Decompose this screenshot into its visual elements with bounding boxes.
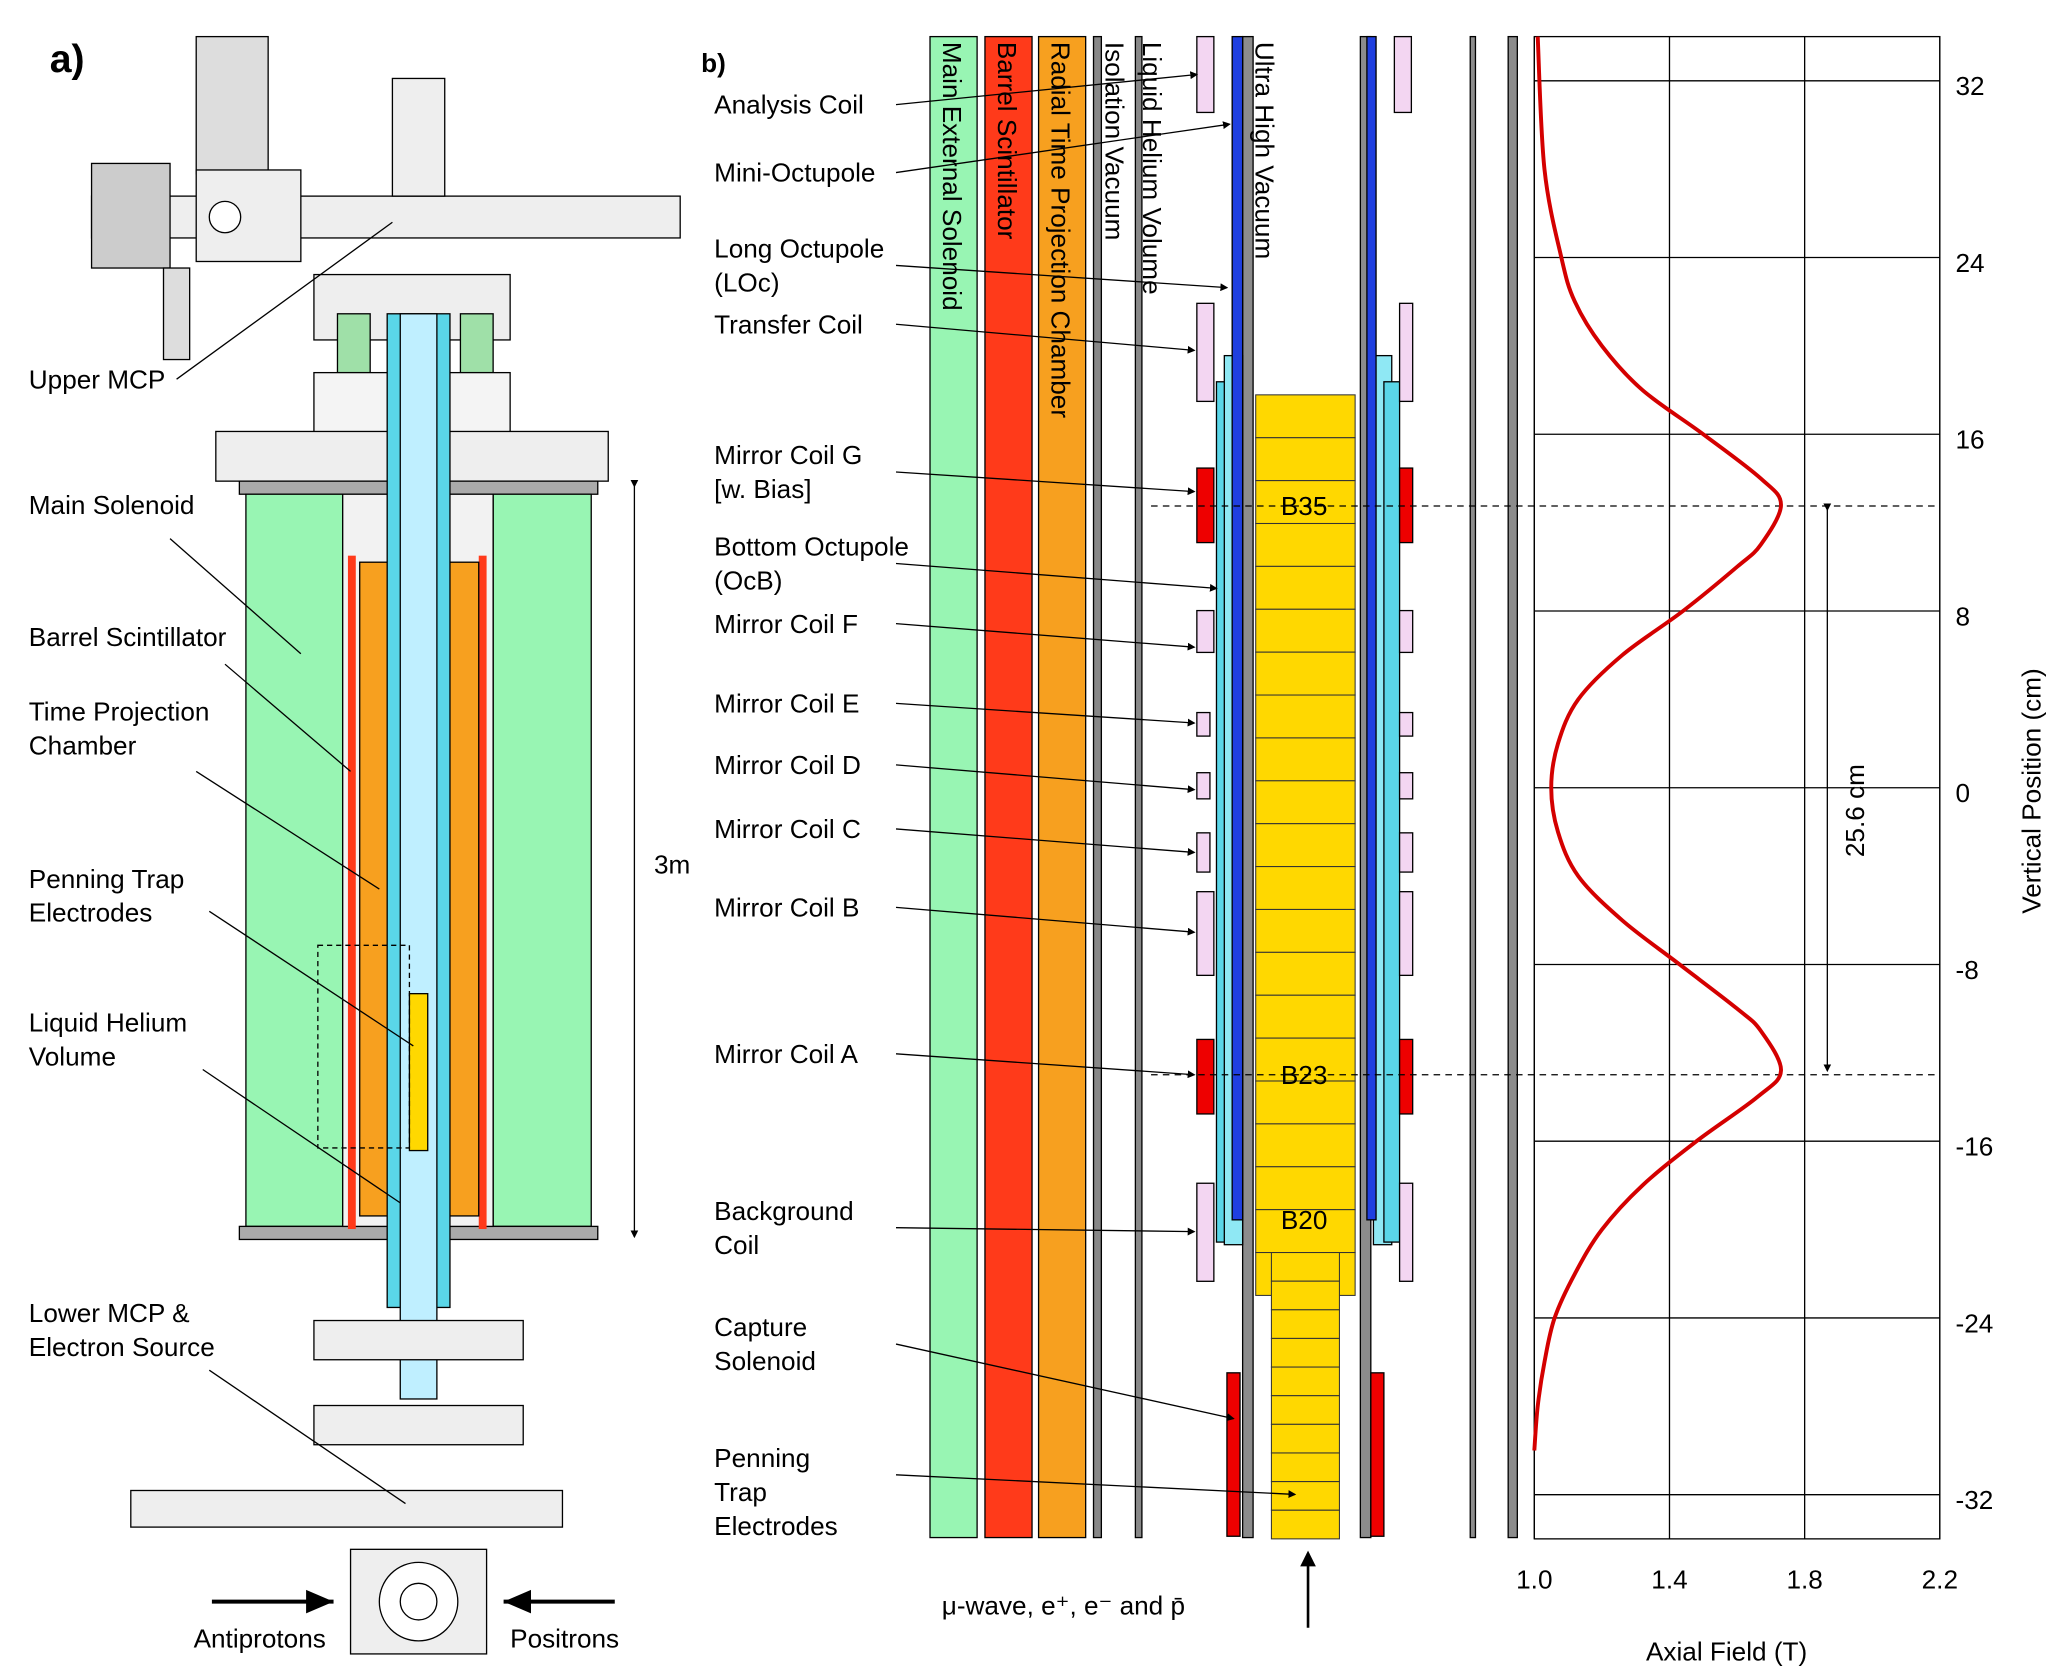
layer-label: Radial Time Projection Chamber	[1046, 42, 1076, 419]
electrode-label: B35	[1281, 491, 1328, 521]
coil-label: Analysis Coil	[714, 90, 864, 120]
x-axis-title: Axial Field (T)	[1646, 1636, 1807, 1666]
coil-label: Mini-Octupole	[714, 158, 875, 188]
callout-label: Barrel Scintillator	[29, 622, 227, 652]
y-tick-label: -32	[1956, 1485, 1994, 1515]
y-tick-label: -8	[1956, 955, 1979, 985]
coil-label: (OcB)	[714, 566, 782, 596]
electrode	[1256, 1124, 1355, 1167]
y-tick-label: -24	[1956, 1308, 1994, 1338]
panel-label: b)	[701, 48, 726, 78]
layer-label: Ultra High Vacuum	[1250, 42, 1280, 259]
electrode	[1271, 1338, 1339, 1367]
callout-label: Main Solenoid	[29, 490, 195, 520]
coil-label: [w. Bias]	[714, 474, 811, 504]
coil-label: Solenoid	[714, 1346, 816, 1376]
coil-label: Mirror Coil C	[714, 814, 861, 844]
callout-label: Upper MCP	[29, 364, 166, 394]
electrode	[1256, 609, 1355, 652]
figure: a) b) 3m Antiprotons Positrons μ-wave, e…	[0, 0, 2051, 1667]
distance-label: 25.6 cm	[1840, 764, 1870, 857]
electrode	[1271, 1367, 1339, 1396]
field-curve	[1534, 37, 1781, 1451]
electrode	[1271, 1453, 1339, 1482]
callout-label: Chamber	[29, 730, 137, 760]
electrode	[1271, 1310, 1339, 1339]
coil-label: Mirror Coil E	[714, 689, 859, 719]
electrode	[1271, 1253, 1339, 1282]
electrode	[1256, 1167, 1355, 1210]
callout-label: Electrodes	[29, 898, 153, 928]
x-tick-label: 1.8	[1786, 1565, 1822, 1595]
coil-label: Capture	[714, 1312, 807, 1342]
y-tick-label: 16	[1956, 425, 1985, 455]
electrode-label: B23	[1281, 1060, 1328, 1090]
electrode	[1271, 1510, 1339, 1539]
y-tick-label: 8	[1956, 601, 1971, 631]
y-axis-title: Vertical Position (cm)	[2017, 668, 2047, 913]
coil-label: (LOc)	[714, 268, 779, 298]
coil-label: Transfer Coil	[714, 309, 863, 339]
coil-label: Coil	[714, 1230, 759, 1260]
electrode	[1256, 738, 1355, 781]
electrode	[1271, 1424, 1339, 1453]
electrode	[1256, 395, 1355, 438]
x-tick-label: 2.2	[1922, 1565, 1958, 1595]
x-tick-label: 1.4	[1651, 1565, 1687, 1595]
electrode	[1256, 524, 1355, 567]
electrode	[1256, 824, 1355, 867]
beam-label: Antiprotons	[194, 1623, 326, 1653]
coil-label: Long Octupole	[714, 234, 884, 264]
electrode	[1256, 995, 1355, 1038]
electrode	[1256, 909, 1355, 952]
y-tick-label: 32	[1956, 71, 1985, 101]
panel-label: a)	[50, 37, 85, 81]
layer-label: Barrel Scintillator	[992, 42, 1022, 240]
coil-label: Trap	[714, 1477, 767, 1507]
electrode	[1271, 1396, 1339, 1425]
y-tick-label: -16	[1956, 1132, 1994, 1162]
coil-label: Bottom Octupole	[714, 532, 909, 562]
coil-label: Mirror Coil F	[714, 609, 858, 639]
coil-label: Mirror Coil B	[714, 893, 859, 923]
electrode	[1256, 867, 1355, 910]
apparatus-b	[930, 37, 1940, 1628]
beam-label: Positrons	[510, 1623, 619, 1653]
coil-label: Penning	[714, 1443, 810, 1473]
y-tick-label: 24	[1956, 248, 1985, 278]
electrode	[1256, 438, 1355, 481]
callout-label: Lower MCP &	[29, 1298, 190, 1328]
callout-label: Electron Source	[29, 1332, 215, 1362]
y-tick-label: 0	[1956, 778, 1971, 808]
coil-label: Electrodes	[714, 1511, 838, 1541]
scale-label: 3m	[654, 849, 690, 879]
callout-label: Liquid Helium	[29, 1008, 187, 1038]
coil-label: Background	[714, 1196, 854, 1226]
x-tick-label: 1.0	[1516, 1565, 1552, 1595]
electrode	[1256, 652, 1355, 695]
coil-label: Mirror Coil A	[714, 1039, 858, 1069]
electrode	[1256, 695, 1355, 738]
electrode-label: B20	[1281, 1205, 1328, 1235]
beam-label: μ-wave, e⁺, e⁻ and p̄	[942, 1591, 1185, 1621]
callout-label: Time Projection	[29, 696, 210, 726]
electrode	[1271, 1482, 1339, 1511]
callout-label: Penning Trap	[29, 864, 185, 894]
coil-label: Mirror Coil D	[714, 750, 861, 780]
electrode	[1256, 781, 1355, 824]
electrode	[1256, 566, 1355, 609]
electrode	[1271, 1281, 1339, 1310]
apparatus-a	[92, 37, 681, 1654]
electrode	[1256, 952, 1355, 995]
coil-label: Mirror Coil G	[714, 440, 862, 470]
callout-label: Volume	[29, 1042, 116, 1072]
